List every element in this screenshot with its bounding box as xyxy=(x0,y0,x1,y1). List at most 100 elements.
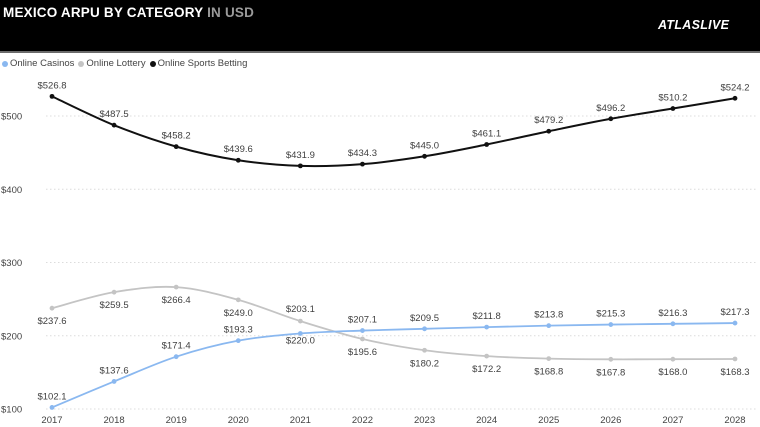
legend-item-online-lottery[interactable]: Online Lottery xyxy=(78,58,146,69)
header-divider xyxy=(0,51,760,53)
data-label-online-sports-betting: $526.8 xyxy=(37,80,66,91)
data-point-online-casinos xyxy=(360,328,365,333)
x-tick-label: 2022 xyxy=(352,415,373,426)
data-label-online-sports-betting: $445.0 xyxy=(410,140,439,151)
x-tick-label: 2028 xyxy=(724,415,745,426)
data-label-online-lottery: $172.2 xyxy=(472,364,501,375)
series-line-online-lottery xyxy=(51,285,736,361)
legend-label: Online Lottery xyxy=(86,58,146,69)
x-tick-label: 2023 xyxy=(414,415,435,426)
y-tick-label: $500 xyxy=(1,112,22,123)
data-point-online-casinos xyxy=(49,405,55,410)
legend-marker-online-lottery xyxy=(78,60,85,67)
data-label-online-sports-betting: $461.1 xyxy=(472,128,501,139)
x-tick-label: 2017 xyxy=(41,415,62,426)
data-label-online-sports-betting: $434.3 xyxy=(348,148,377,159)
data-label-online-lottery: $168.3 xyxy=(720,367,749,378)
data-label-online-casinos: $193.3 xyxy=(224,325,253,336)
data-point-online-lottery xyxy=(235,297,241,303)
data-point-online-lottery xyxy=(297,318,303,324)
data-point-online-sports-betting xyxy=(49,93,55,99)
data-label-online-lottery: $168.0 xyxy=(658,367,687,378)
data-point-online-lottery xyxy=(546,356,552,362)
x-tick-label: 2019 xyxy=(166,415,187,426)
data-label-online-sports-betting: $439.6 xyxy=(224,144,253,155)
data-point-online-sports-betting xyxy=(608,116,614,122)
legend-label: Online Casinos xyxy=(10,58,75,69)
data-label-online-lottery: $249.0 xyxy=(224,308,253,319)
data-point-online-lottery xyxy=(49,305,55,311)
chart-title: MEXICO ARPU BY CATEGORY IN USD xyxy=(3,5,254,20)
x-tick-label: 2025 xyxy=(538,415,559,426)
data-point-online-sports-betting xyxy=(111,122,117,128)
x-axis: 2017 2018 2019 2020 2021 2022 2023 2024 2025 2026… xyxy=(41,415,745,426)
legend-item-online-sports-betting[interactable]: Online Sports Betting xyxy=(149,58,247,69)
data-point-online-lottery xyxy=(111,289,117,295)
x-tick-label: 2024 xyxy=(476,415,497,426)
data-point-online-casinos xyxy=(422,326,427,332)
data-label-online-sports-betting: $496.2 xyxy=(596,103,625,114)
y-tick-label: $400 xyxy=(1,185,22,196)
series-line-online-sports-betting xyxy=(51,95,736,168)
data-label-online-lottery: $167.8 xyxy=(596,367,625,378)
data-point-online-sports-betting xyxy=(732,95,738,101)
title-accent: IN USD xyxy=(207,5,255,20)
data-label-online-sports-betting: $510.2 xyxy=(658,93,687,104)
data-label-online-sports-betting: $524.2 xyxy=(720,82,749,93)
data-point-online-casinos xyxy=(235,338,241,344)
header-bar: MEXICO ARPU BY CATEGORY IN USD ATLASLIVE xyxy=(0,0,760,51)
data-label-online-casinos: $220.0 xyxy=(286,335,315,346)
data-point-online-lottery xyxy=(360,336,365,342)
data-point-online-sports-betting xyxy=(360,161,365,167)
x-tick-label: 2020 xyxy=(228,415,249,426)
data-label-online-casinos: $215.3 xyxy=(596,309,625,320)
series-group xyxy=(49,93,738,410)
data-label-online-lottery: $180.2 xyxy=(410,358,439,369)
data-point-online-lottery xyxy=(608,356,614,362)
data-label-online-sports-betting: $487.5 xyxy=(100,109,129,120)
atlaslive-logo: ATLASLIVE xyxy=(658,18,730,32)
data-point-online-casinos xyxy=(546,323,552,329)
data-point-online-sports-betting xyxy=(235,157,241,163)
data-label-online-sports-betting: $458.2 xyxy=(162,131,191,142)
data-point-online-lottery xyxy=(422,347,427,353)
data-label-online-sports-betting: $431.9 xyxy=(286,150,315,161)
title-main: MEXICO ARPU BY CATEGORY xyxy=(3,5,204,20)
data-point-online-lottery xyxy=(670,356,676,362)
legend-marker-online-sports-betting xyxy=(149,60,156,67)
x-tick-label: 2027 xyxy=(662,415,683,426)
data-label-online-casinos: $213.8 xyxy=(534,310,563,321)
data-label-online-lottery: $203.1 xyxy=(286,304,315,315)
data-point-online-sports-betting xyxy=(422,153,427,159)
data-point-online-casinos xyxy=(111,379,117,384)
y-tick-label: $300 xyxy=(1,258,22,269)
data-label-online-casinos: $171.4 xyxy=(162,341,191,352)
gridlines xyxy=(46,115,758,410)
data-label-online-lottery: $168.8 xyxy=(534,367,563,378)
data-point-online-sports-betting xyxy=(670,106,676,111)
data-label-online-casinos: $211.8 xyxy=(472,311,500,322)
data-label-online-casinos: $207.1 xyxy=(348,315,377,326)
data-point-online-lottery xyxy=(732,356,738,362)
data-point-online-casinos xyxy=(297,331,303,336)
data-label-online-sports-betting: $479.2 xyxy=(534,115,563,126)
data-point-online-lottery xyxy=(173,284,179,290)
data-label-online-lottery: $195.6 xyxy=(348,347,377,358)
data-label-online-casinos: $209.5 xyxy=(410,313,439,324)
data-label-online-lottery: $266.4 xyxy=(162,295,191,306)
data-point-online-casinos xyxy=(608,322,614,327)
y-axis: $100 $200 $300 $400 $500 xyxy=(1,112,22,416)
data-label-online-casinos: $137.6 xyxy=(100,365,129,376)
data-label-online-casinos: $217.3 xyxy=(720,307,749,318)
x-tick-label: 2026 xyxy=(600,415,621,426)
data-point-online-casinos xyxy=(732,320,738,326)
x-tick-label: 2018 xyxy=(104,415,125,426)
legend-item-online-casinos[interactable]: Online Casinos xyxy=(2,58,74,69)
data-point-online-casinos xyxy=(484,324,490,330)
data-point-online-sports-betting xyxy=(297,163,303,169)
y-tick-label: $100 xyxy=(1,405,22,416)
data-point-online-casinos xyxy=(173,354,179,360)
data-point-online-casinos xyxy=(670,321,676,327)
data-point-online-lottery xyxy=(484,353,490,359)
